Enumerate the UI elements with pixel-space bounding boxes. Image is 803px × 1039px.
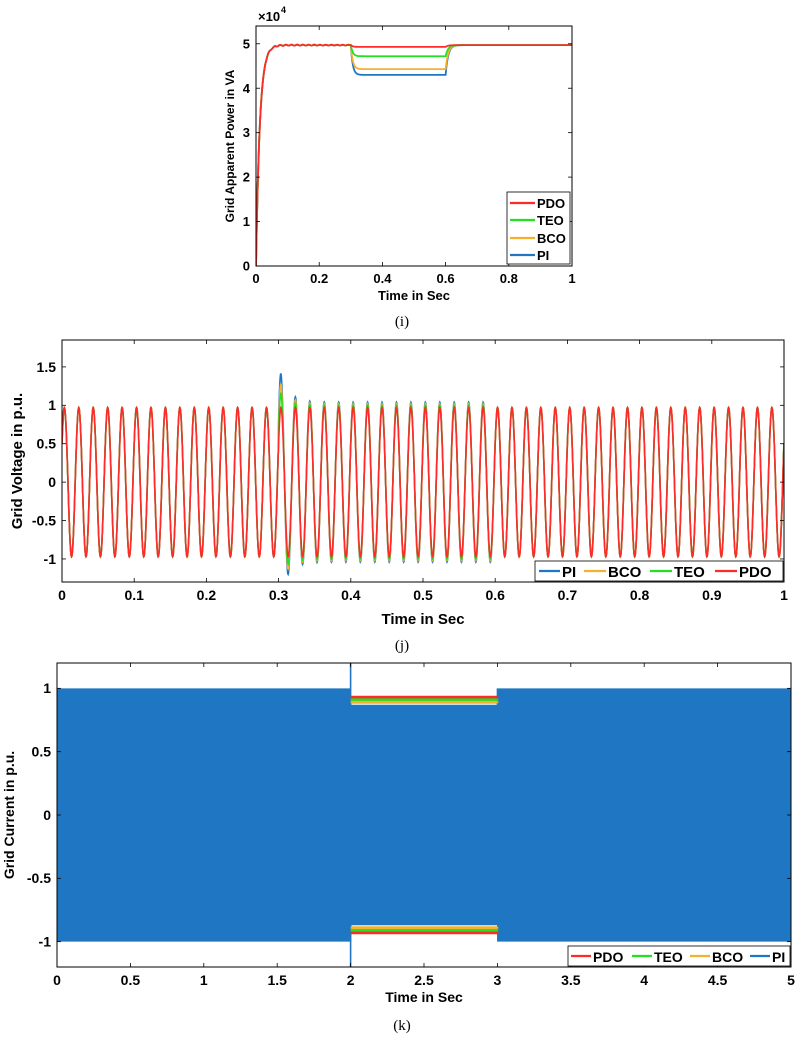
chart-j-legend-label-bco: BCO bbox=[608, 564, 642, 581]
chart-j-ytick-label: 0.5 bbox=[37, 436, 57, 452]
chart-j-xtick-label: 0.8 bbox=[630, 587, 650, 603]
chart-j-ytick-label: 1.5 bbox=[37, 359, 57, 375]
chart-j-xtick-label: 0.2 bbox=[197, 587, 217, 603]
chart-k-ytick-label: -1 bbox=[39, 934, 52, 950]
chart-i-ytick-label: 3 bbox=[243, 125, 250, 140]
chart-k-xtick-label: 1.5 bbox=[267, 972, 287, 988]
chart-k-series-pdo-peaks bbox=[350, 696, 499, 934]
chart-i-exponent-base: ×10 bbox=[258, 9, 280, 24]
chart-i-plot-area bbox=[255, 25, 573, 267]
chart-k-xtick-label: 1 bbox=[200, 972, 208, 988]
chart-i-legend-label-teo: TEO bbox=[537, 213, 564, 228]
chart-i-series-pdo bbox=[256, 43, 572, 266]
chart-j-xtick-label: 0 bbox=[58, 587, 66, 603]
chart-k-xtick-label: 4 bbox=[640, 972, 648, 988]
chart-k-xtick-label: 4.5 bbox=[708, 972, 728, 988]
chart-k-caption: (k) bbox=[393, 1018, 411, 1034]
chart-j-ytick-label: 1 bbox=[48, 397, 56, 413]
chart-k-series-bco-peaks bbox=[350, 701, 499, 929]
chart-i-xtick-label: 0.4 bbox=[373, 271, 392, 286]
chart-j-ylabel: Grid Voltage in p.u. bbox=[9, 393, 26, 529]
chart-i-legend-label-pi: PI bbox=[537, 248, 549, 263]
chart-j-xtick-label: 0.4 bbox=[341, 587, 361, 603]
chart-k-ytick-label: 1 bbox=[43, 680, 51, 696]
chart-i-xtick-label: 0 bbox=[252, 271, 259, 286]
chart-k-ytick-label: -0.5 bbox=[27, 870, 51, 886]
chart-i-ytick-label: 4 bbox=[243, 81, 251, 96]
chart-j-xtick-label: 1 bbox=[780, 587, 788, 603]
chart-i-caption: (i) bbox=[395, 314, 409, 330]
chart-k-lines bbox=[57, 663, 791, 967]
chart-i-xtick-label: 0.2 bbox=[310, 271, 328, 286]
chart-i-ticks: 0 0.2 0.4 0.6 0.8 1 0 1 2 3 4 5 bbox=[243, 26, 576, 286]
chart-i-legend: PDO TEO BCO PI bbox=[506, 191, 571, 265]
chart-i-ytick-label: 0 bbox=[243, 259, 250, 274]
chart-i-legend-label-bco: BCO bbox=[537, 231, 566, 246]
chart-k-legend-box bbox=[567, 945, 791, 967]
chart-j-xtick-label: 0.6 bbox=[485, 587, 505, 603]
chart-i-xtick-label: 0.6 bbox=[437, 271, 455, 286]
chart-j-xtick-label: 0.1 bbox=[124, 587, 144, 603]
chart-i-lines bbox=[256, 43, 572, 266]
chart-i-exponent-power: 4 bbox=[281, 5, 286, 15]
chart-k-legend-label-teo: TEO bbox=[654, 949, 683, 965]
chart-k-legend-label-pdo: PDO bbox=[593, 949, 623, 965]
chart-k-xtick-label: 3.5 bbox=[561, 972, 581, 988]
chart-j-xtick-label: 0.3 bbox=[269, 587, 289, 603]
chart-j-ytick-label: -1 bbox=[44, 551, 57, 567]
chart-i-ytick-label: 1 bbox=[243, 214, 250, 229]
chart-j-plot-area bbox=[61, 339, 785, 583]
chart-j-legend: PI BCO TEO PDO bbox=[534, 560, 784, 582]
chart-i-axes-box bbox=[255, 25, 573, 267]
chart-k-xtick-label: 3 bbox=[494, 972, 502, 988]
chart-j-series-bco bbox=[62, 382, 784, 571]
chart-j-legend-label-teo: TEO bbox=[674, 564, 705, 581]
chart-j-xtick-label: 0.7 bbox=[558, 587, 578, 603]
chart-k-legend-label-pi: PI bbox=[772, 949, 785, 965]
chart-k-series-pi bbox=[57, 688, 791, 942]
chart-j-series-pdo bbox=[62, 405, 784, 559]
chart-i-ytick-label: 2 bbox=[243, 170, 250, 185]
chart-k-legend: PDO TEO BCO PI bbox=[567, 945, 791, 967]
chart-k-xtick-label: 2 bbox=[347, 972, 355, 988]
chart-i-xlabel: Time in Sec bbox=[378, 288, 450, 303]
chart-j-series-pi bbox=[62, 372, 784, 577]
chart-i-xtick-label: 0.8 bbox=[500, 271, 518, 286]
chart-i-ytick-label: 5 bbox=[243, 36, 250, 51]
chart-i-xtick-label: 1 bbox=[568, 271, 575, 286]
chart-j: 0 0.1 0.2 0.3 0.4 0.5 0.6 0.7 0.8 0.9 1 -1 -0.5 0 0.5 1… bbox=[9, 339, 788, 654]
chart-k-xlabel: Time in Sec bbox=[385, 989, 463, 1005]
chart-i-legend-label-pdo: PDO bbox=[537, 196, 565, 211]
chart-k-series-teo-peaks bbox=[350, 698, 499, 932]
chart-k-xtick-label: 0.5 bbox=[121, 972, 141, 988]
chart-k-xtick-label: 5 bbox=[787, 972, 795, 988]
chart-k-ytick-label: 0.5 bbox=[32, 744, 52, 760]
chart-i-ylabel: Grid Apparent Power in VA bbox=[223, 69, 237, 222]
chart-j-legend-label-pdo: PDO bbox=[739, 564, 772, 581]
chart-j-lines bbox=[62, 372, 784, 577]
chart-k-ticks: 0 0.5 1 1.5 2 2.5 3 3.5 4 4.5 5 -1 -0.5 0 0.5 1 bbox=[27, 663, 795, 988]
chart-k-ytick-label: 0 bbox=[43, 807, 51, 823]
chart-j-legend-label-pi: PI bbox=[562, 564, 576, 581]
chart-i: 0 0.2 0.4 0.6 0.8 1 0 1 2 3 4 5 ×10 4 Time in Sec G… bbox=[223, 5, 576, 330]
chart-k-legend-label-bco: BCO bbox=[712, 949, 743, 965]
chart-k-xtick-label: 0 bbox=[53, 972, 61, 988]
chart-j-ticks: 0 0.1 0.2 0.3 0.4 0.5 0.6 0.7 0.8 0.9 1 -1 -0.5 0 0.5 1… bbox=[32, 340, 788, 603]
chart-k-plot-area bbox=[56, 662, 792, 968]
chart-j-caption: (j) bbox=[395, 638, 409, 654]
chart-j-xlabel: Time in Sec bbox=[381, 611, 464, 628]
chart-j-xtick-label: 0.5 bbox=[413, 587, 433, 603]
chart-k-xtick-label: 2.5 bbox=[414, 972, 434, 988]
chart-k-ylabel: Grid Current in p.u. bbox=[1, 751, 17, 879]
chart-k: 0 0.5 1 1.5 2 2.5 3 3.5 4 4.5 5 -1 -0.5 0 0.5 1 Time in… bbox=[1, 662, 795, 1034]
chart-j-ytick-label: 0 bbox=[48, 474, 56, 490]
chart-j-ytick-label: -0.5 bbox=[32, 512, 56, 528]
chart-j-xtick-label: 0.9 bbox=[702, 587, 722, 603]
